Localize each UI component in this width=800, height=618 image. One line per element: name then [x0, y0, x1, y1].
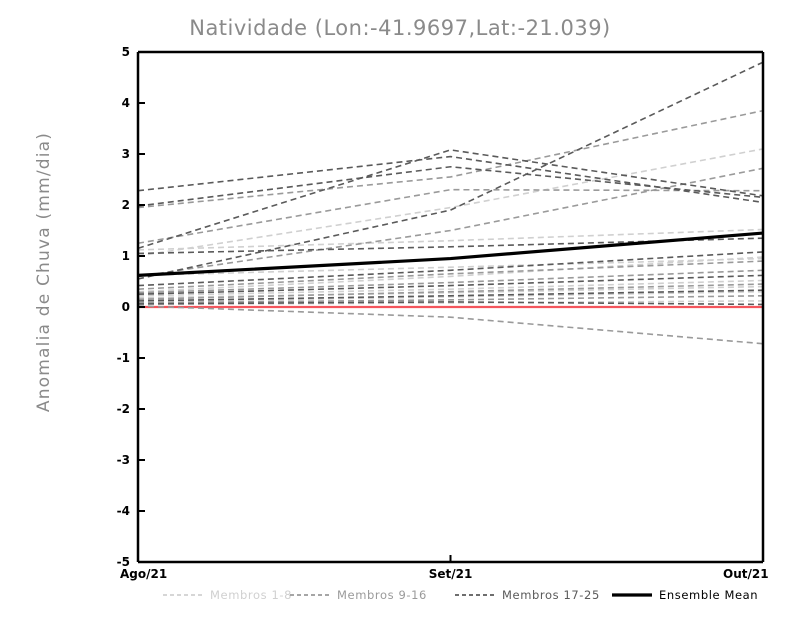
series-layer	[137, 61, 764, 345]
y-tick-label: -5	[116, 555, 130, 569]
chart-title: Natividade (Lon:-41.9697,Lat:-21.039)	[189, 16, 611, 40]
y-tick-label: -4	[116, 504, 130, 518]
member-line	[137, 167, 764, 278]
member-line	[137, 269, 764, 294]
member-line	[137, 290, 764, 303]
y-tick-label: 1	[121, 249, 130, 263]
legend-label: Membros 17-25	[502, 588, 600, 602]
y-tick-label: 0	[121, 300, 130, 314]
y-tick-label: -2	[116, 402, 130, 416]
legend-item[interactable]: Membros 1-8	[163, 584, 292, 606]
member-line	[137, 165, 764, 207]
y-tick-label: -3	[116, 453, 130, 467]
member-line	[137, 294, 764, 304]
legend-item[interactable]: Membros 17-25	[455, 584, 600, 606]
member-line	[137, 289, 764, 302]
legend-label: Ensemble Mean	[659, 588, 759, 602]
legend-swatch-icon	[163, 594, 203, 596]
member-line	[137, 283, 764, 301]
y-tick-label: 3	[121, 147, 130, 161]
member-line	[137, 228, 764, 251]
legend-swatch-icon	[612, 593, 652, 597]
member-line	[137, 301, 764, 306]
legend-item[interactable]: Ensemble Mean	[612, 584, 758, 606]
legend-swatch-icon	[455, 594, 495, 596]
y-tick-label: 2	[121, 198, 130, 212]
legend-swatch-icon	[290, 594, 330, 596]
member-line	[137, 256, 764, 293]
member-line	[137, 148, 764, 257]
chart-legend: Membros 1-8 Membros 9-16 Membros 17-25 Ense…	[0, 584, 800, 606]
x-tick-label: Ago/21	[120, 567, 168, 581]
member-line	[137, 109, 764, 209]
y-tick-label: 5	[121, 45, 130, 59]
member-line	[137, 257, 764, 277]
member-line	[137, 260, 764, 290]
legend-item[interactable]: Membros 9-16	[290, 584, 427, 606]
member-line	[137, 61, 764, 280]
member-line	[137, 279, 764, 297]
tick-layer	[137, 51, 764, 563]
y-tick-label: -1	[116, 351, 130, 365]
member-line	[137, 188, 764, 245]
y-tick-label: 4	[121, 96, 130, 110]
legend-label: Membros 9-16	[337, 588, 427, 602]
ensemble-mean-line	[137, 231, 764, 277]
member-line	[137, 305, 764, 345]
x-tick-label: Out/21	[723, 567, 769, 581]
member-line	[137, 155, 764, 204]
member-line	[137, 274, 764, 296]
x-tick-label: Set/21	[428, 567, 473, 581]
member-line	[137, 251, 764, 287]
legend-label: Membros 1-8	[210, 588, 293, 602]
